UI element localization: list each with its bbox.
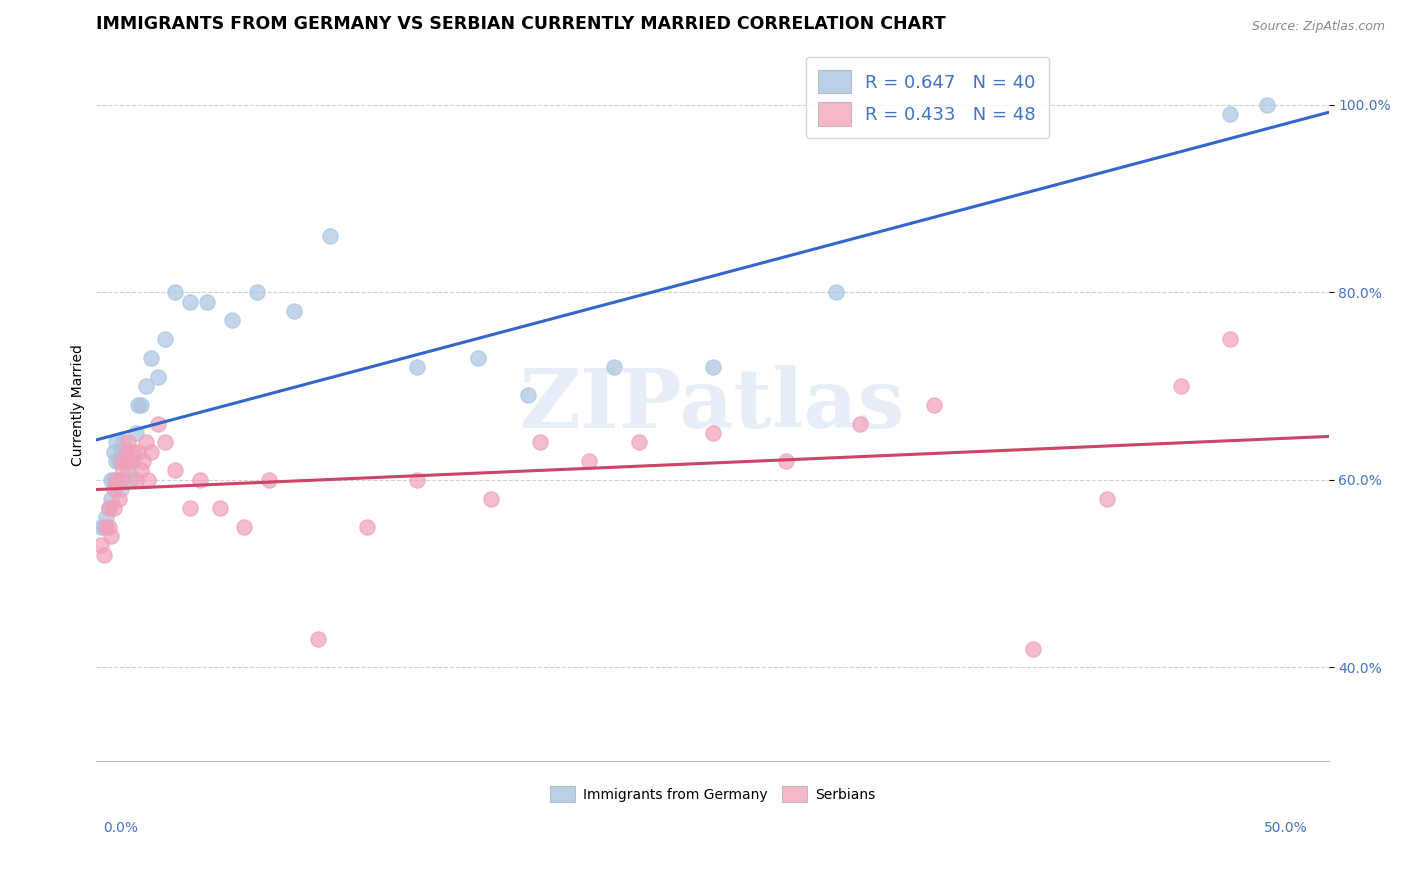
Point (127, 444, 149, 458)
Text: ZIPatlas: ZIPatlas (520, 365, 905, 445)
Point (578, 454, 600, 468)
Point (115, 444, 138, 458)
Point (1022, 641, 1045, 656)
Point (103, 500, 125, 515)
Point (127, 398, 149, 412)
Point (97, 519, 120, 533)
Point (93, 519, 115, 533)
Point (100, 473, 122, 487)
Point (1219, 107, 1241, 121)
Point (319, 229, 342, 244)
Point (96, 519, 118, 533)
Point (405, 473, 427, 487)
Point (627, 435, 650, 450)
Point (135, 379, 157, 393)
Point (117, 435, 139, 450)
Point (132, 454, 155, 468)
Point (96, 510, 118, 524)
Point (155, 435, 177, 450)
Point (208, 500, 231, 515)
Point (110, 482, 132, 496)
Point (97, 500, 120, 515)
Point (195, 294, 218, 309)
Point (97, 500, 120, 515)
Point (405, 360, 427, 375)
Point (135, 435, 157, 450)
Point (529, 435, 551, 450)
Point (1095, 491, 1118, 506)
Point (93, 548, 115, 562)
Point (120, 473, 142, 487)
Point (155, 332, 177, 346)
Point (110, 454, 132, 468)
Point (112, 435, 135, 450)
Point (115, 444, 138, 458)
Point (120, 454, 142, 468)
Point (188, 473, 211, 487)
Point (516, 388, 538, 402)
Point (129, 463, 152, 477)
Point (702, 425, 724, 440)
Point (849, 417, 872, 431)
Point (356, 519, 378, 533)
Y-axis label: Currently Married: Currently Married (72, 343, 86, 466)
Point (112, 463, 135, 477)
Point (139, 351, 162, 365)
Point (1170, 379, 1192, 393)
Text: IMMIGRANTS FROM GERMANY VS SERBIAN CURRENTLY MARRIED CORRELATION CHART: IMMIGRANTS FROM GERMANY VS SERBIAN CURRE… (97, 15, 946, 33)
Point (105, 435, 128, 450)
Point (90, 538, 112, 552)
Point (117, 463, 139, 477)
Point (122, 454, 145, 468)
Point (105, 473, 128, 487)
Text: Source: ZipAtlas.com: Source: ZipAtlas.com (1251, 20, 1385, 33)
Point (233, 519, 256, 533)
Point (125, 425, 148, 440)
Point (103, 473, 125, 487)
Point (165, 463, 187, 477)
Point (90, 519, 112, 533)
Point (139, 444, 162, 458)
Point (146, 369, 169, 384)
Point (1256, 97, 1278, 112)
Legend: Immigrants from Germany, Serbians: Immigrants from Germany, Serbians (544, 780, 880, 807)
Point (245, 285, 267, 300)
Point (283, 304, 305, 318)
Point (479, 491, 502, 506)
Text: 50.0%: 50.0% (1264, 821, 1308, 835)
Point (307, 632, 329, 647)
Point (103, 482, 125, 496)
Point (165, 285, 187, 300)
Point (179, 294, 201, 309)
Point (110, 473, 132, 487)
Point (110, 444, 132, 458)
Point (105, 454, 128, 468)
Point (117, 454, 139, 468)
Text: 0.0%: 0.0% (103, 821, 138, 835)
Point (129, 398, 152, 412)
Point (467, 351, 489, 365)
Point (257, 473, 280, 487)
Point (103, 444, 125, 458)
Point (824, 285, 846, 300)
Point (179, 500, 201, 515)
Point (122, 444, 145, 458)
Point (100, 491, 122, 506)
Point (775, 454, 797, 468)
Point (221, 313, 243, 327)
Point (702, 360, 724, 375)
Point (125, 473, 148, 487)
Point (107, 491, 129, 506)
Point (100, 529, 122, 543)
Point (146, 417, 169, 431)
Point (136, 473, 159, 487)
Point (603, 360, 626, 375)
Point (1219, 332, 1241, 346)
Point (107, 454, 129, 468)
Point (924, 398, 946, 412)
